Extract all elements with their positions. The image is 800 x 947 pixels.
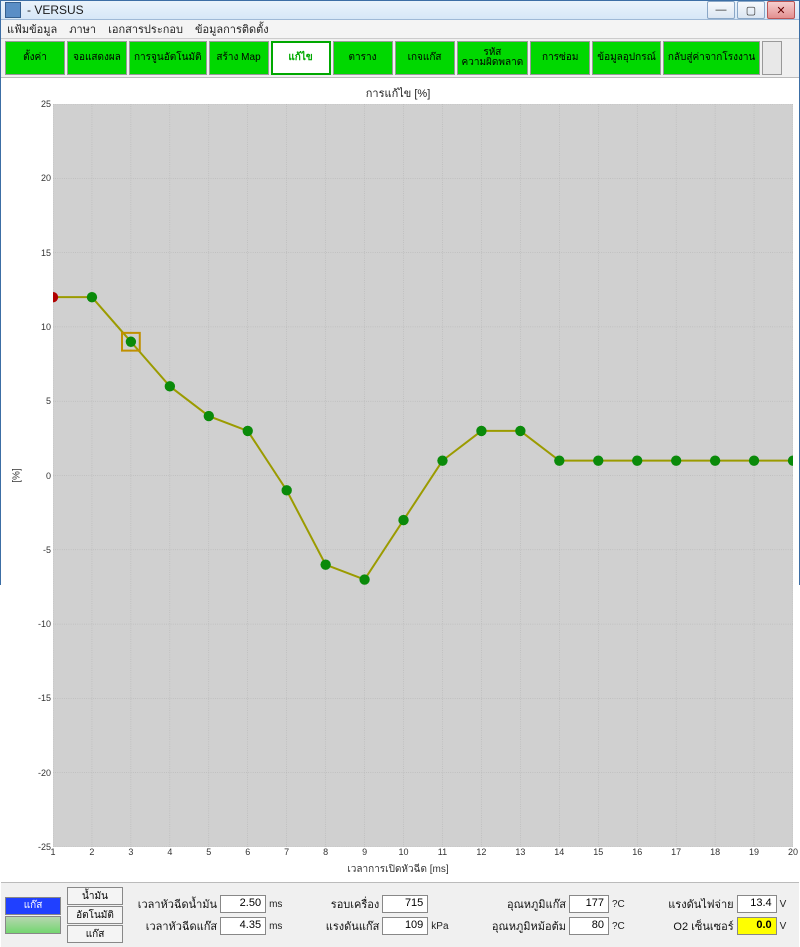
- rpm-val: 715: [382, 895, 428, 913]
- tab-settings[interactable]: ตั้งค่า: [5, 41, 65, 75]
- gas-press-label: แรงดันแก๊ส: [317, 917, 379, 935]
- mode-petrol-button[interactable]: น้ำมัน: [67, 887, 123, 905]
- xtick-labels: 1234567891011121314151617181920: [53, 847, 793, 861]
- maximize-button[interactable]: ▢: [737, 1, 765, 19]
- tab-service[interactable]: การซ่อม: [530, 41, 590, 75]
- tab-gasgauge[interactable]: เกจแก๊ส: [395, 41, 455, 75]
- o2-val: 0.0: [737, 917, 777, 935]
- batt-label: แรงดันไฟจ่าย: [660, 895, 734, 913]
- tab-table[interactable]: ตาราง: [333, 41, 393, 75]
- batt-unit: V: [780, 899, 795, 910]
- tab-display[interactable]: จอแสดงผล: [67, 41, 127, 75]
- xlabel: เวลาการเปิดหัวฉีด [ms]: [3, 861, 793, 880]
- red-temp-unit: ?C: [612, 921, 634, 932]
- bottom-panel: แก๊ส น้ำมัน อัตโนมัติ แก๊ส เวลาหัวฉีดน้ำ…: [1, 882, 799, 947]
- window-buttons: — ▢ ✕: [707, 1, 795, 19]
- red-temp-label: อุณหภูมิหม้อต้ม: [483, 917, 566, 935]
- mode-auto-button[interactable]: อัตโนมัติ: [67, 906, 123, 924]
- mode-right: น้ำมัน อัตโนมัติ แก๊ส: [67, 887, 123, 943]
- tab-factory[interactable]: กลับสู่ค่าจากโรงงาน: [663, 41, 760, 75]
- xaxis-row: 1234567891011121314151617181920: [3, 847, 793, 861]
- plot-svg: [53, 104, 793, 847]
- mode-left: แก๊ส: [5, 897, 61, 934]
- readouts: เวลาหัวฉีดน้ำมัน 2.50 ms รอบเครื่อง 715 …: [129, 894, 795, 936]
- inj-gas-val: 4.35: [220, 917, 266, 935]
- mode-gas-button[interactable]: แก๊ส: [5, 897, 61, 915]
- ylabel: [%]: [11, 468, 22, 482]
- titlebar: - VERSUS — ▢ ✕: [1, 1, 799, 20]
- window-title: - VERSUS: [27, 3, 707, 17]
- tab-devinfo[interactable]: ข้อมูลอุปกรณ์: [592, 41, 661, 75]
- gas-temp-val: 177: [569, 895, 609, 913]
- menu-language[interactable]: ภาษา: [69, 20, 96, 38]
- chart-title: การแก้ไข [%]: [3, 80, 793, 104]
- rpm-label: รอบเครื่อง: [317, 895, 379, 913]
- tabbar: ตั้งค่า จอแสดงผล การจูนอัตโนมัติ สร้าง M…: [1, 39, 799, 78]
- tab-createmap[interactable]: สร้าง Map: [209, 41, 269, 75]
- minimize-button[interactable]: —: [707, 1, 735, 19]
- batt-val: 13.4: [737, 895, 777, 913]
- plot-wrap: [%] -25-20-15-10-50510152025: [3, 104, 793, 847]
- tab-autotune[interactable]: การจูนอัตโนมัติ: [129, 41, 207, 75]
- red-temp-val: 80: [569, 917, 609, 935]
- o2-unit: V: [780, 921, 795, 932]
- app-window: - VERSUS — ▢ ✕ แฟ้มข้อมูล ภาษา เอกสารประ…: [0, 0, 800, 585]
- ytick-labels: -25-20-15-10-50510152025: [31, 104, 53, 847]
- menu-file[interactable]: แฟ้มข้อมูล: [7, 20, 57, 38]
- gas-press-unit: kPa: [431, 921, 457, 932]
- yaxis: [%]: [3, 104, 31, 847]
- app-icon: [5, 2, 21, 18]
- plot[interactable]: [53, 104, 793, 847]
- gas-temp-unit: ?C: [612, 899, 634, 910]
- close-button[interactable]: ✕: [767, 1, 795, 19]
- inj-petrol-val: 2.50: [220, 895, 266, 913]
- inj-petrol-label: เวลาหัวฉีดน้ำมัน: [129, 895, 217, 913]
- chart-area: การแก้ไข [%] [%] -25-20-15-10-5051015202…: [1, 78, 799, 882]
- inj-petrol-unit: ms: [269, 899, 291, 910]
- o2-label: O2 เซ็นเซอร์: [660, 917, 734, 935]
- tab-extra[interactable]: [762, 41, 782, 75]
- menubar: แฟ้มข้อมูล ภาษา เอกสารประกอบ ข้อมูลการติ…: [1, 20, 799, 39]
- gas-temp-label: อุณหภูมิแก๊ส: [483, 895, 566, 913]
- menu-docs[interactable]: เอกสารประกอบ: [108, 20, 183, 38]
- tab-errors[interactable]: รหัส ความผิดพลาด: [457, 41, 529, 75]
- mode-gas2-button[interactable]: แก๊ส: [67, 925, 123, 943]
- inj-gas-label: เวลาหัวฉีดแก๊ส: [129, 917, 217, 935]
- inj-gas-unit: ms: [269, 921, 291, 932]
- mode-strip: [5, 916, 61, 934]
- gas-press-val: 109: [382, 917, 428, 935]
- tab-correction[interactable]: แก้ไข: [271, 41, 331, 75]
- menu-install[interactable]: ข้อมูลการติดตั้ง: [195, 20, 269, 38]
